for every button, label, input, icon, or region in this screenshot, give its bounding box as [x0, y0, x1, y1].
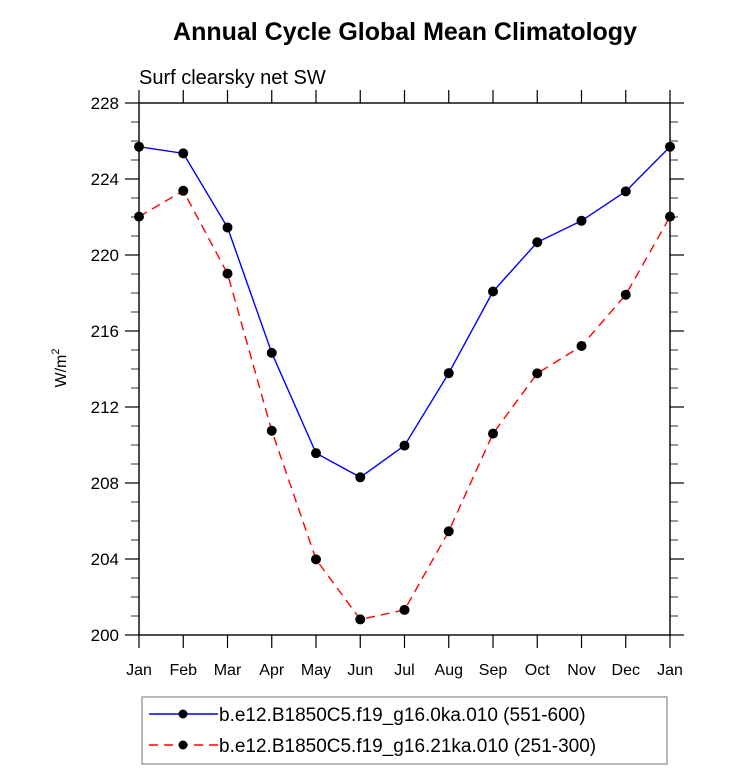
- data-point: [665, 141, 675, 152]
- data-point: [620, 186, 631, 197]
- legend-label-1: b.e12.B1850C5.f19_g16.21ka.010 (251-300): [219, 736, 596, 757]
- data-point: [222, 268, 233, 279]
- data-point: [443, 368, 454, 379]
- x-tick-label: Mar: [214, 662, 242, 679]
- data-point: [311, 554, 321, 565]
- data-point: [532, 368, 543, 379]
- data-point: [178, 185, 189, 196]
- x-tick-label: Aug: [435, 662, 463, 679]
- x-tick-label: Feb: [169, 662, 197, 679]
- y-tick-label: 212: [91, 398, 119, 417]
- y-tick-label: 200: [91, 626, 119, 645]
- y-axis-label-unit: W/m: [53, 355, 70, 388]
- data-point: [399, 604, 410, 615]
- data-point: [134, 141, 144, 152]
- x-tick-label: Nov: [567, 662, 595, 679]
- legend-entry-1: b.e12.B1850C5.f19_g16.21ka.010 (251-300): [149, 736, 596, 757]
- data-point: [311, 448, 321, 459]
- x-tick-label: Oct: [525, 662, 550, 679]
- data-point: [399, 440, 410, 451]
- legend-box: [141, 696, 668, 765]
- data-point: [266, 347, 277, 358]
- plot-frame: [138, 102, 671, 636]
- y-tick-label: 224: [91, 170, 119, 189]
- data-point: [576, 215, 587, 226]
- data-point: [532, 237, 543, 248]
- legend-marker-1: [178, 740, 188, 750]
- series-0: [134, 141, 675, 483]
- series-line-0: [138, 146, 671, 479]
- x-tick-label: Sep: [479, 662, 508, 679]
- chart-subtitle: Surf clearsky net SW: [139, 67, 326, 89]
- data-point: [266, 425, 277, 436]
- x-tick-label: Jul: [394, 662, 414, 679]
- y-axis-label-superscript: 2: [50, 349, 62, 355]
- data-point: [355, 614, 366, 625]
- axes: [138, 102, 671, 636]
- legend-entry-0: b.e12.B1850C5.f19_g16.0ka.010 (551-600): [149, 705, 586, 726]
- data-point: [134, 211, 144, 222]
- y-tick-label: 208: [91, 474, 119, 493]
- legend-label-0: b.e12.B1850C5.f19_g16.0ka.010 (551-600): [219, 705, 586, 726]
- legend: b.e12.B1850C5.f19_g16.0ka.010 (551-600) …: [141, 696, 668, 765]
- y-axis-label: W/m2: [50, 349, 70, 388]
- data-point: [488, 428, 498, 439]
- data-point: [576, 341, 587, 352]
- x-tick-label: May: [301, 662, 331, 679]
- y-tick-label: 220: [91, 246, 119, 265]
- data-point: [443, 526, 454, 537]
- data-point: [620, 289, 631, 300]
- x-tick-label: Jan: [126, 662, 152, 679]
- y-tick-label: 204: [91, 550, 119, 569]
- series-1: [134, 185, 675, 625]
- chart-title: Annual Cycle Global Mean Climatology: [173, 18, 637, 46]
- x-tick-label: Jun: [347, 662, 373, 679]
- x-tick-label: Jan: [657, 662, 683, 679]
- y-tick-label: 216: [91, 322, 119, 341]
- data-point: [488, 286, 498, 297]
- data-point: [355, 472, 366, 483]
- x-tick-label: Dec: [612, 662, 640, 679]
- x-axis-ticks: Jan Feb Mar Apr May Jun Jul Aug Sep Oct Nov Dec Jan: [126, 90, 683, 679]
- x-tick-label: Apr: [259, 662, 285, 679]
- y-axis-ticks: 200 204 208 212 216 220 224 228: [91, 94, 684, 645]
- data-point: [222, 222, 233, 233]
- series-line-1: [138, 189, 671, 621]
- series-layer: [134, 141, 675, 625]
- data-point: [665, 211, 675, 222]
- y-tick-label: 228: [91, 94, 119, 113]
- data-point: [178, 148, 189, 159]
- legend-marker-0: [178, 709, 188, 719]
